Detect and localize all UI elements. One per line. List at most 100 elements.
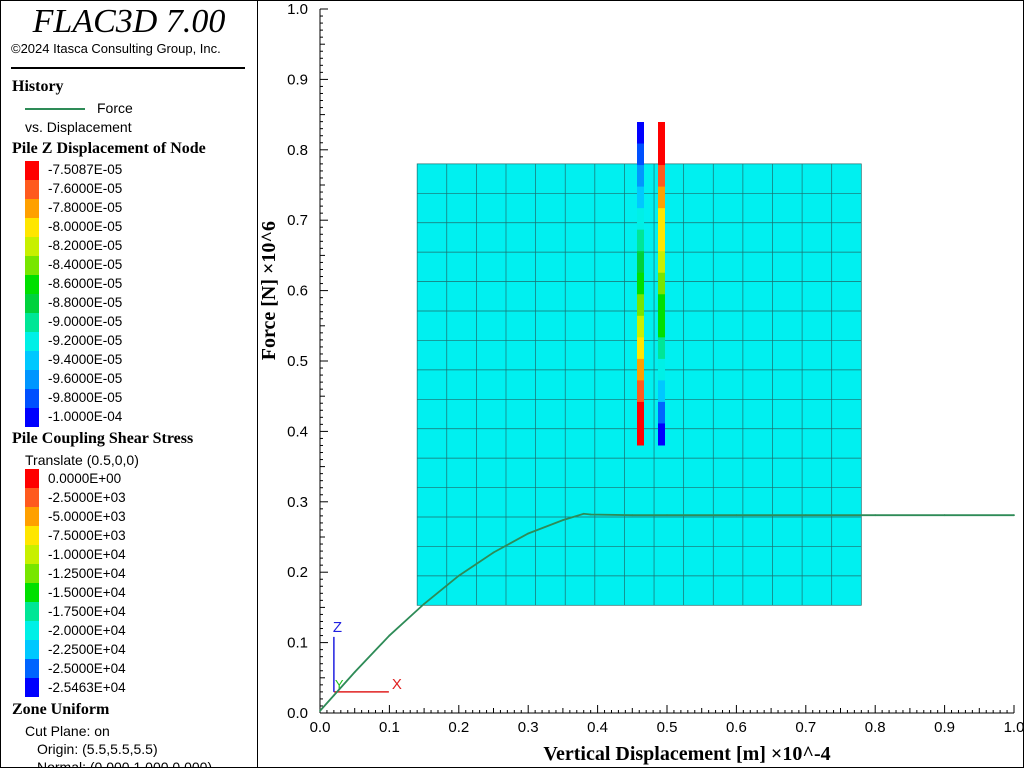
pile-shear-label: -7.5000E+03 — [48, 528, 126, 543]
x-axis-title: Vertical Displacement [m] ×10^-4 — [543, 743, 830, 765]
pile-z-swatch — [25, 370, 39, 389]
pile-z-colorbar — [25, 161, 39, 427]
pile-shear-labels: 0.0000E+00 -2.5000E+03 -5.0000E+03 -7.5000E… — [48, 469, 126, 697]
pile-z-segment — [637, 358, 644, 381]
pile-shear-segment — [658, 294, 665, 317]
pile-shear-segment — [658, 337, 665, 360]
pile-z-swatch — [25, 218, 39, 237]
x-tick-label: 0.3 — [518, 719, 539, 736]
x-tick-label: 0.6 — [726, 719, 747, 736]
app-title: FLAC3D 7.00 — [32, 3, 226, 40]
pile-z-label: -7.6000E-05 — [48, 181, 123, 196]
series-point — [527, 532, 530, 535]
x-tick-label: 1.0 — [1004, 719, 1024, 736]
pile-z-segment — [637, 229, 644, 252]
x-tick-label: 0.8 — [865, 719, 886, 736]
pile-z-segment — [637, 337, 644, 360]
pile-shear-swatch — [25, 526, 39, 545]
series-point — [582, 512, 585, 515]
series-point — [589, 513, 592, 516]
pile-z-label: -9.6000E-05 — [48, 371, 123, 386]
history-heading: History — [12, 78, 64, 95]
triad-x-label: X — [392, 676, 402, 693]
series-point — [804, 514, 807, 517]
series-point — [319, 709, 321, 712]
plot-area[interactable]: 0.0 0.1 0.2 0.3 0.4 0.5 0.6 0.7 0.8 0.9 1.0 0.0 0.1 0… — [258, 1, 1024, 767]
zone-heading: Zone Uniform — [12, 701, 110, 718]
pile-shear-label: -1.2500E+04 — [48, 566, 126, 581]
pile-z-segment — [637, 401, 644, 424]
history-series-label: Force — [97, 100, 133, 116]
series-point — [353, 671, 356, 674]
pile-z-segment — [637, 208, 644, 231]
pile-shear-label: -2.5000E+04 — [48, 661, 126, 676]
series-point — [388, 634, 391, 637]
pile-shear-segment — [658, 165, 665, 188]
pile-shear-swatch — [25, 469, 39, 488]
series-point — [943, 514, 946, 517]
pile-z-swatch — [25, 199, 39, 218]
pile-shear-swatch — [25, 507, 39, 526]
pile-z-segment — [637, 294, 644, 317]
y-axis-title: Force [N] ×10^6 — [258, 221, 280, 360]
pile-z-label: -7.5087E-05 — [48, 162, 123, 177]
pile-shear-segment — [658, 272, 665, 295]
pile-shear-segment — [658, 208, 665, 231]
pile-shear-segment — [658, 423, 665, 446]
pile-z-swatch — [25, 275, 39, 294]
pile-shear-label: -2.0000E+04 — [48, 623, 126, 638]
pile-shear-segment — [658, 229, 665, 252]
pile-z-label: -1.0000E-04 — [48, 409, 123, 424]
history-series-sub: vs. Displacement — [25, 119, 132, 135]
pile-z-segment — [637, 423, 644, 446]
pile-z-labels: -7.5087E-05 -7.6000E-05 -7.8000E-05 -8.0000… — [48, 160, 122, 426]
series-point — [666, 514, 668, 517]
pile-z-label: -9.2000E-05 — [48, 333, 123, 348]
x-tick-label: 0.0 — [310, 719, 331, 736]
y-tick-label: 0.8 — [287, 142, 308, 159]
series-point — [1013, 514, 1015, 517]
pile-z-heading: Pile Z Displacement of Node — [12, 140, 206, 157]
y-tick-label: 0.0 — [287, 705, 308, 722]
pile-shear-swatch — [25, 678, 39, 697]
pile-shear-label: -1.7500E+04 — [48, 604, 126, 619]
pile-shear-segment — [658, 315, 665, 338]
pile-z-swatch — [25, 237, 39, 256]
pile-shear-label: -2.5463E+04 — [48, 680, 126, 695]
pile-z-swatch — [25, 180, 39, 199]
pile-z-segment — [637, 380, 644, 403]
pile-z-swatch — [25, 256, 39, 275]
legend-panel: FLAC3D 7.00 ©2024 Itasca Consulting Grou… — [1, 1, 258, 767]
pile-z-segment — [637, 186, 644, 209]
series-point — [457, 574, 460, 577]
pile-shear-swatch — [25, 602, 39, 621]
pile-z-label: -8.4000E-05 — [48, 257, 123, 272]
pile-z-segment — [637, 272, 644, 295]
chart-svg[interactable]: 0.0 0.1 0.2 0.3 0.4 0.5 0.6 0.7 0.8 0.9 1.0 0.0 0.1 0… — [258, 1, 1024, 767]
pile-shear-segment — [658, 143, 665, 166]
pile-shear-swatch — [25, 545, 39, 564]
y-tick-label: 0.2 — [287, 564, 308, 581]
series-point — [492, 551, 495, 554]
pile-shear-swatch — [25, 583, 39, 602]
series-point — [631, 514, 634, 517]
pile-shear-swatch — [25, 488, 39, 507]
pile-z-swatch — [25, 294, 39, 313]
y-tick-label: 0.6 — [287, 283, 308, 300]
pile-z-label: -8.2000E-05 — [48, 238, 123, 253]
triad-y-label: Y — [335, 677, 344, 692]
x-tick-label: 0.7 — [795, 719, 816, 736]
y-tick-label: 1.0 — [287, 1, 308, 18]
y-tick-label: 0.9 — [287, 71, 308, 88]
triad-z-label: Z — [333, 619, 342, 636]
series-point — [423, 602, 425, 605]
pile-z-label: -9.0000E-05 — [48, 314, 123, 329]
pile-z-label: -8.8000E-05 — [48, 295, 123, 310]
zone-origin: Origin: (5.5,5.5,5.5) — [37, 741, 158, 757]
pile-z-segment — [637, 315, 644, 338]
pile-z-label: -9.4000E-05 — [48, 352, 123, 367]
pile-z-label: -9.8000E-05 — [48, 390, 123, 405]
y-tick-label: 0.3 — [287, 494, 308, 511]
x-tick-label: 0.4 — [587, 719, 608, 736]
pile-z-swatch — [25, 389, 39, 408]
